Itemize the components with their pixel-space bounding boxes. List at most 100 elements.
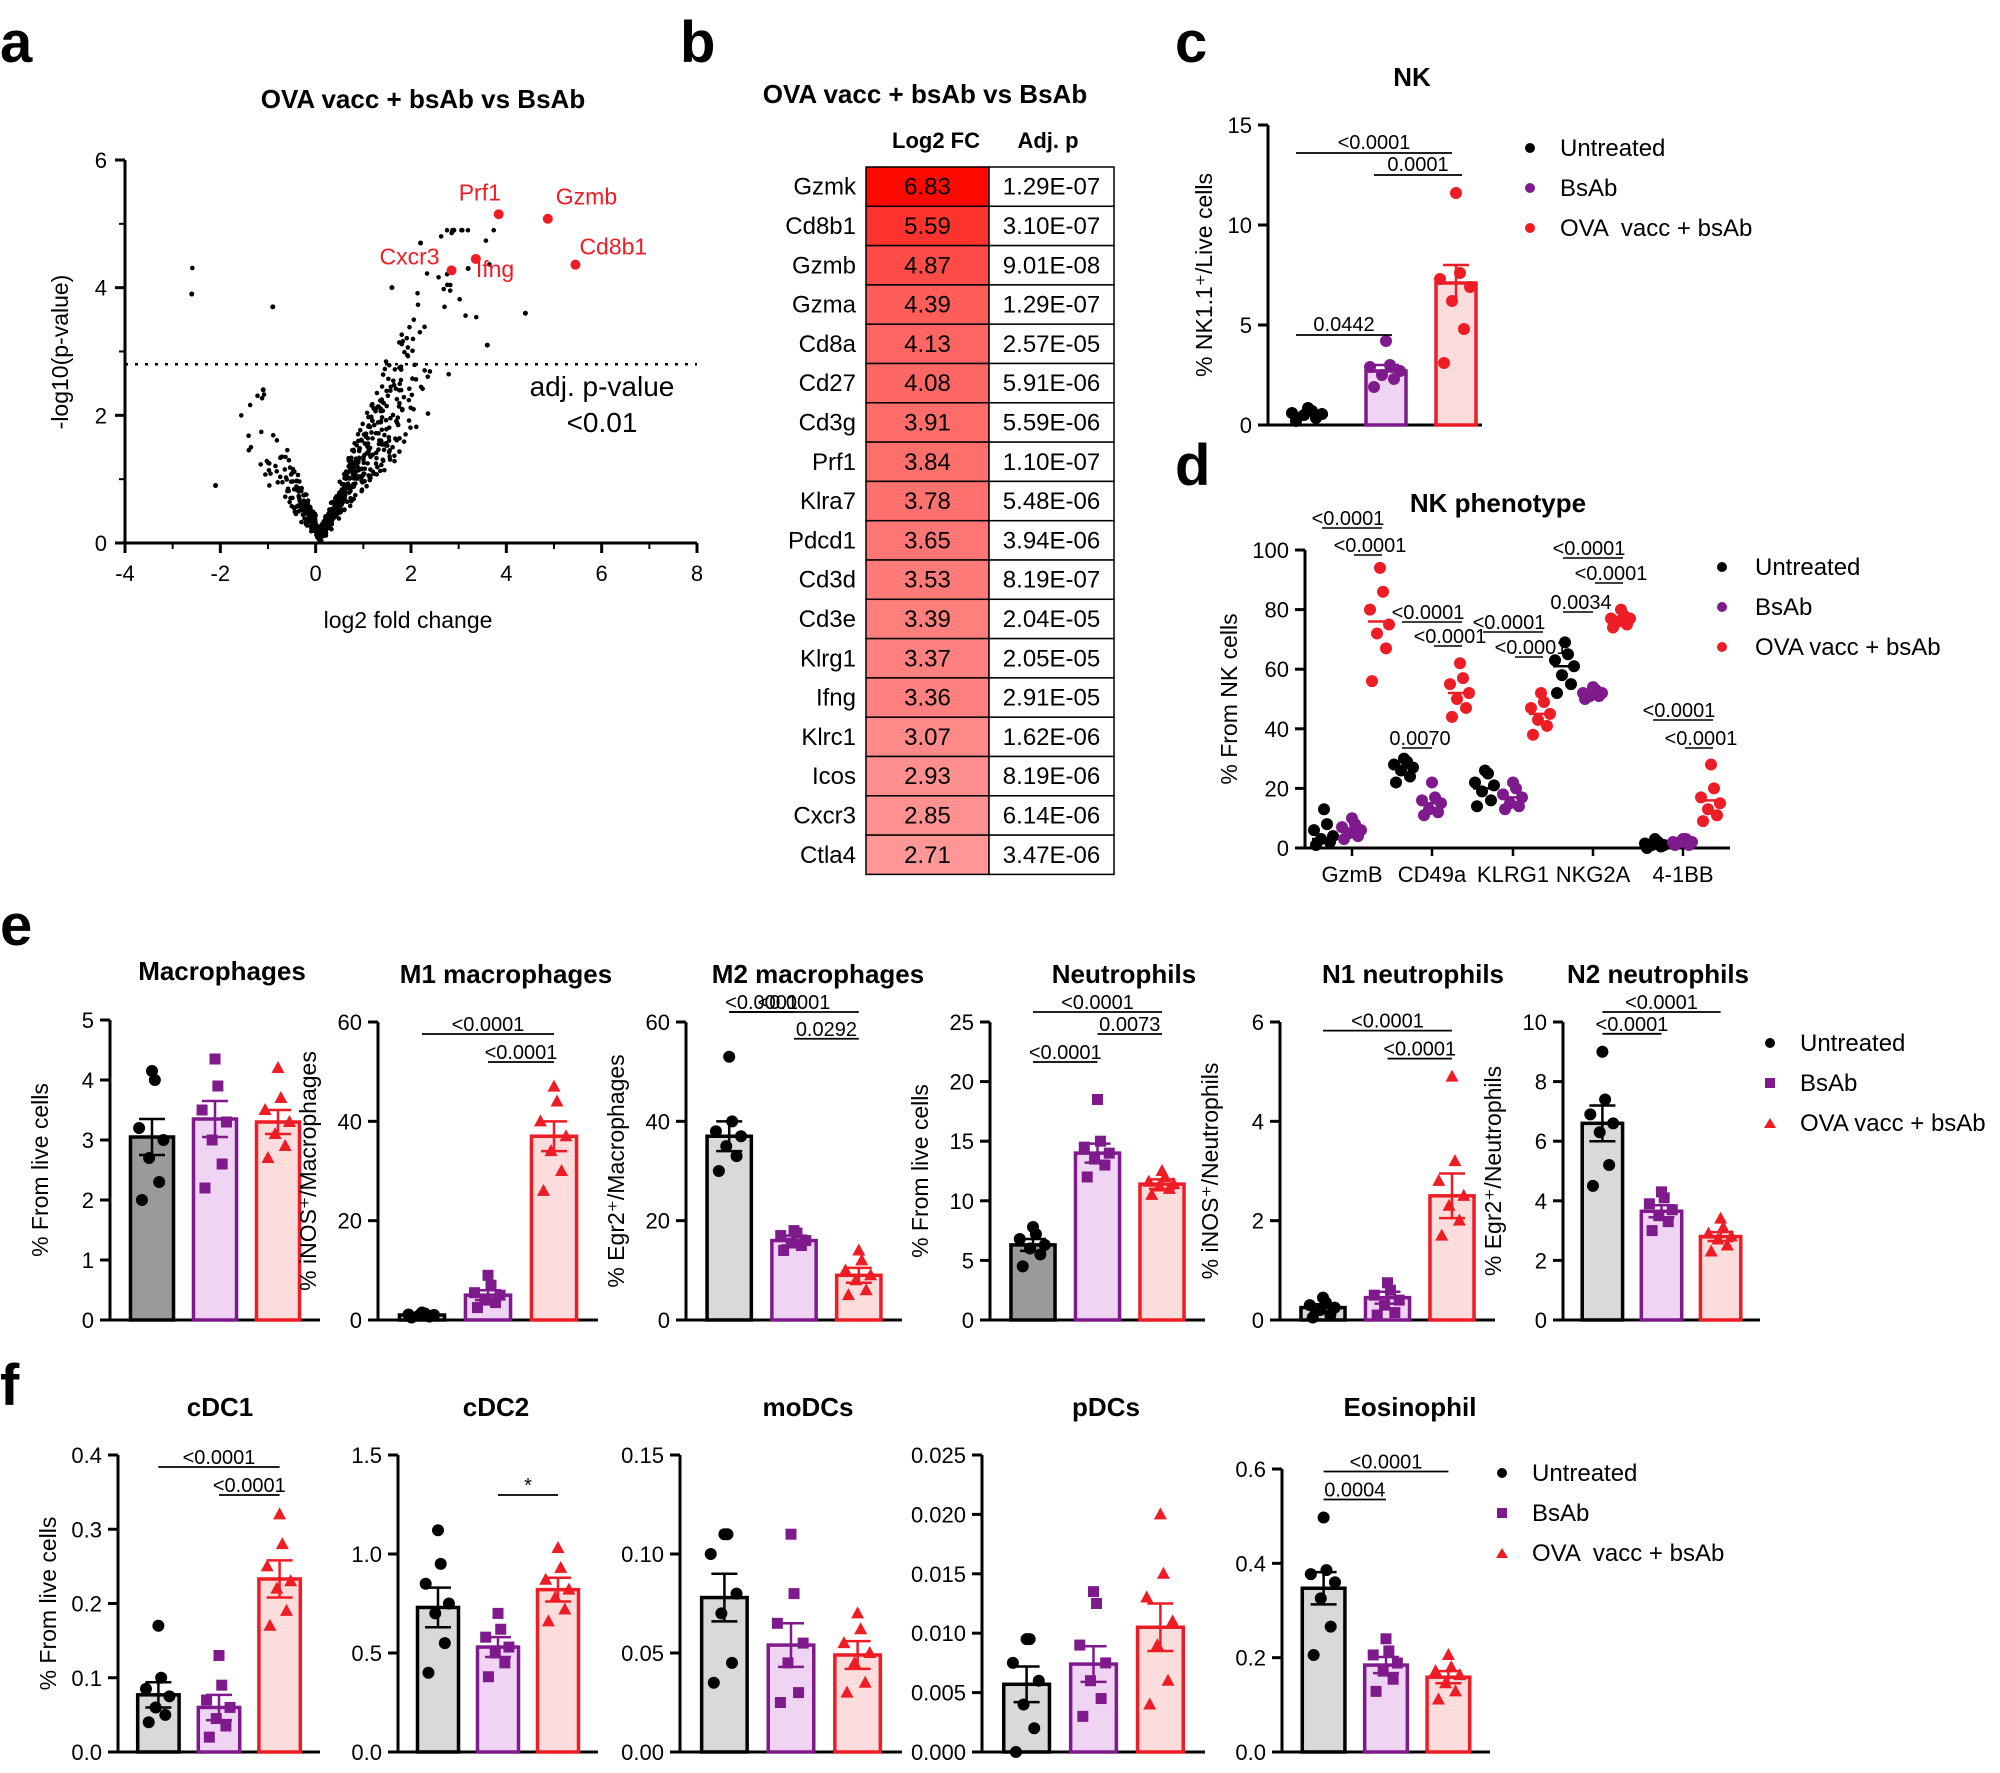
data-point-ova	[1167, 1177, 1181, 1190]
gene-point	[386, 376, 391, 382]
legend-marker-bsab	[1525, 183, 1535, 193]
data-point-bsab	[480, 1631, 492, 1643]
gene-point	[338, 494, 344, 499]
y-tick-label: 15	[950, 1129, 974, 1154]
gene-point	[383, 417, 389, 423]
data-point-ova	[1453, 1668, 1467, 1681]
data-point-untreated	[432, 1524, 444, 1537]
x-tick-label: KLRG1	[1477, 862, 1549, 887]
legend-marker-ova	[1717, 642, 1727, 652]
data-point-ova	[536, 1183, 550, 1196]
gene-point	[261, 392, 267, 397]
chart-title: cDC2	[463, 1392, 529, 1422]
data-point-ova	[263, 1618, 277, 1631]
data-point-untreated	[707, 1676, 720, 1689]
data-point-ova	[1429, 1664, 1443, 1677]
data-point-bsab	[1666, 1204, 1678, 1216]
panel-label-d: d	[1175, 433, 1210, 498]
myeloid-panel-row: Macrophages 0 1 2 3 4 5 % From live cells M1 mac…	[27, 956, 1760, 1333]
data-point-ova	[1444, 678, 1456, 691]
p-cell	[988, 205, 1115, 247]
y-tick-label: 10	[950, 1189, 974, 1214]
p-value: 3.94E-06	[1003, 527, 1100, 554]
gene-point	[364, 483, 369, 489]
gene-point	[378, 438, 384, 443]
gene-point	[418, 240, 424, 246]
gene-point	[288, 472, 294, 477]
data-point-ova	[1152, 1179, 1166, 1192]
fc-value: 4.13	[904, 331, 951, 358]
p-cell	[988, 284, 1115, 325]
data-point-ova	[1145, 1187, 1159, 1200]
data-point-untreated	[1327, 830, 1339, 843]
data-point-untreated	[1565, 678, 1577, 691]
nk-phenotype-title: NK phenotype	[1410, 488, 1586, 518]
y-tick-label: 0.005	[911, 1681, 966, 1706]
data-point-bsab	[503, 1641, 515, 1653]
gene-point	[289, 503, 295, 509]
chart-f1: cDC1 0.0 0.1 0.2 0.3 0.4 % From live cells <0.0…	[35, 1392, 320, 1765]
significance-label: 0.0073	[1099, 1014, 1160, 1036]
data-point-ova	[1439, 1676, 1453, 1689]
chart-title: pDCs	[1072, 1392, 1140, 1422]
data-point-ova	[550, 1094, 564, 1107]
p-cell	[988, 244, 1115, 286]
significance-label: 0.0070	[1389, 728, 1450, 750]
significance-label: <0.0001	[1338, 132, 1411, 154]
data-point-bsab	[210, 1713, 222, 1725]
y-tick-label: 0	[658, 1308, 670, 1333]
gene-point	[394, 396, 400, 402]
gene-point	[415, 302, 421, 308]
gene-point	[384, 403, 389, 409]
data-point-ova	[1377, 585, 1389, 598]
data-point-ova	[1605, 612, 1617, 625]
legend-c: Untreated BsAb OVA vacc + bsAb	[1525, 135, 1752, 242]
gene-point	[411, 317, 417, 322]
chart-title: Eosinophil	[1344, 1392, 1477, 1422]
data-point-bsab	[224, 1701, 236, 1713]
y-axis-label: % Egr2⁺/Macrophages	[603, 1054, 629, 1287]
data-point-untreated	[1388, 758, 1400, 771]
data-point-ova	[258, 1103, 272, 1115]
y-tick-label: 0.10	[621, 1542, 664, 1567]
gene-point	[457, 296, 462, 302]
data-point-ova	[1457, 1188, 1471, 1201]
gene-point	[333, 513, 339, 519]
data-point-bsab	[1423, 803, 1435, 816]
gene-point	[405, 345, 411, 350]
y-tick-label: 4	[82, 1068, 94, 1093]
data-point-untreated	[1476, 785, 1488, 798]
gene-point	[415, 290, 420, 296]
gene-point	[406, 397, 412, 403]
data-point-ova	[1445, 1069, 1459, 1082]
y-tick-label: 3	[82, 1128, 94, 1153]
gene-point	[371, 422, 377, 428]
threshold-label-1: adj. p-value	[530, 371, 675, 402]
data-point-untreated	[402, 1308, 415, 1321]
p-value: 3.47E-06	[1003, 842, 1100, 869]
gene-point	[342, 507, 347, 512]
data-point-ova	[1438, 357, 1450, 369]
gene-point	[395, 415, 401, 420]
gene-point	[189, 291, 195, 297]
data-point-bsab	[1394, 365, 1406, 377]
y-tick-label: 2	[1535, 1248, 1547, 1273]
fc-cell	[865, 834, 990, 876]
data-point-untreated	[720, 1140, 733, 1153]
gene-point	[282, 494, 288, 500]
data-point-ova	[864, 1268, 878, 1281]
gene-point	[417, 329, 423, 335]
data-point-untreated	[1471, 800, 1483, 813]
gene-point	[463, 313, 468, 318]
gene-point	[365, 435, 371, 441]
legend-label-ova: OVA vacc + bsAb	[1560, 215, 1752, 242]
data-point-ova	[852, 1243, 866, 1256]
data-point-untreated	[1556, 669, 1568, 682]
legend-marker-untreated	[1717, 562, 1727, 572]
gene-point	[213, 483, 219, 489]
gene-point	[388, 415, 393, 421]
significance-label: <0.0001	[1625, 992, 1698, 1014]
gene-point	[427, 369, 433, 374]
y-tick-label: 40	[338, 1109, 362, 1134]
p-cell	[988, 166, 1115, 208]
